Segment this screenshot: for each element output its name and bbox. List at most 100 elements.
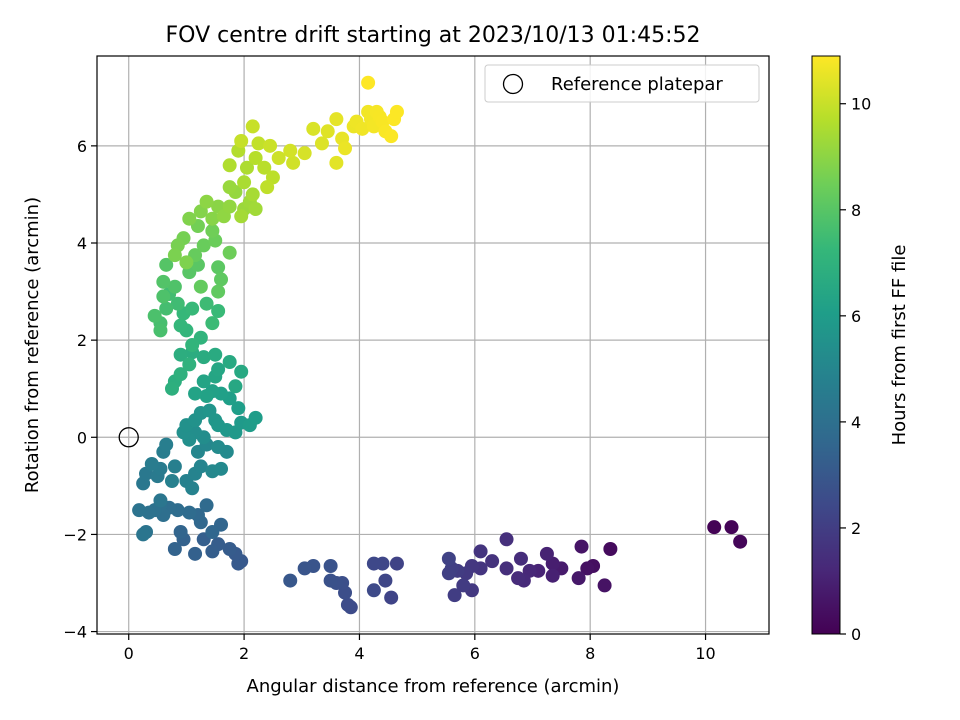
y-axis-label: Rotation from reference (arcmin) — [22, 197, 43, 493]
data-point — [132, 503, 147, 518]
data-point — [205, 525, 220, 539]
data-point — [338, 141, 353, 156]
data-point — [205, 223, 220, 238]
plot-area-frame — [96, 55, 770, 635]
data-point — [314, 136, 329, 151]
legend-label-reference: Reference platepar — [551, 74, 723, 95]
data-point — [211, 284, 226, 299]
data-point — [329, 112, 344, 127]
data-point — [355, 121, 370, 136]
data-point — [156, 274, 171, 289]
data-point — [513, 551, 528, 566]
y-tick-label: −4 — [63, 623, 87, 642]
data-point — [196, 374, 211, 389]
data-point — [329, 155, 344, 170]
data-point — [173, 367, 188, 382]
data-point — [173, 347, 188, 362]
data-point — [211, 362, 226, 377]
data-point — [297, 561, 312, 576]
data-point — [378, 573, 393, 588]
data-point — [485, 554, 500, 569]
data-point — [283, 143, 298, 158]
data-point — [222, 158, 237, 173]
data-point — [222, 245, 237, 260]
colorbar-tick-label: 4 — [851, 413, 861, 432]
data-point — [257, 160, 272, 175]
y-tick-label: 4 — [77, 234, 87, 253]
data-point — [234, 209, 249, 224]
data-point — [271, 151, 286, 165]
y-tick-label: −2 — [63, 525, 87, 544]
data-point — [208, 347, 223, 362]
data-point — [167, 279, 182, 294]
data-point — [222, 199, 237, 214]
y-tick-label: 0 — [77, 428, 87, 447]
data-point — [234, 134, 249, 148]
data-points — [132, 75, 748, 615]
data-point — [199, 498, 214, 513]
data-point — [211, 304, 226, 318]
data-point — [389, 104, 404, 119]
data-point — [167, 542, 182, 556]
data-point — [222, 542, 237, 556]
data-point — [196, 238, 211, 253]
data-point — [211, 260, 226, 275]
data-point — [580, 561, 595, 576]
data-point — [147, 308, 162, 323]
data-point — [447, 588, 462, 603]
x-tick-label: 4 — [354, 644, 364, 663]
colorbar-ticks: 0 2 4 6 8 10 — [840, 95, 871, 644]
reference-marker — [118, 427, 139, 448]
legend: Reference platepar — [484, 64, 760, 103]
y-tick-label: 2 — [77, 331, 87, 350]
data-point — [456, 578, 471, 593]
data-point — [248, 202, 263, 216]
colorbar-gradient — [811, 55, 841, 635]
data-point — [366, 556, 381, 571]
data-point — [214, 461, 229, 476]
data-point — [136, 527, 151, 542]
data-point — [164, 474, 179, 488]
data-point — [306, 121, 321, 136]
data-point — [251, 136, 266, 151]
colorbar: 0 2 4 6 8 10 Hours from first FF file — [811, 55, 910, 644]
data-point — [511, 571, 526, 586]
data-point — [361, 75, 376, 90]
colorbar-label: Hours from first FF file — [889, 245, 910, 446]
data-point — [707, 520, 722, 535]
data-point — [222, 355, 237, 369]
y-axis-ticks: −4 −2 0 2 4 6 — [63, 137, 97, 642]
data-point — [441, 566, 456, 581]
data-point — [164, 381, 179, 396]
data-point — [283, 573, 298, 588]
colorbar-tick-label: 6 — [851, 307, 861, 326]
data-point — [214, 272, 229, 287]
data-point — [597, 578, 612, 593]
data-point — [545, 568, 560, 583]
data-point — [245, 119, 260, 134]
data-point — [167, 248, 182, 263]
colorbar-tick-label: 8 — [851, 201, 861, 220]
data-point — [228, 379, 243, 394]
legend-reference-marker — [502, 73, 524, 95]
data-point — [245, 187, 260, 202]
y-tick-label: 6 — [77, 137, 87, 156]
data-point — [170, 296, 185, 311]
data-point — [248, 151, 263, 165]
x-tick-label: 10 — [695, 644, 715, 663]
data-point — [199, 194, 214, 209]
data-point — [366, 583, 381, 598]
data-point — [173, 318, 188, 333]
data-point — [297, 146, 312, 161]
x-tick-label: 2 — [239, 644, 249, 663]
data-point — [733, 534, 748, 549]
data-point — [173, 525, 188, 539]
data-point — [185, 481, 200, 496]
data-point — [199, 389, 214, 403]
x-tick-label: 8 — [585, 644, 595, 663]
data-point — [185, 338, 200, 352]
data-point — [159, 257, 174, 272]
data-point — [211, 440, 226, 454]
data-point — [144, 457, 159, 471]
data-point — [205, 316, 220, 331]
